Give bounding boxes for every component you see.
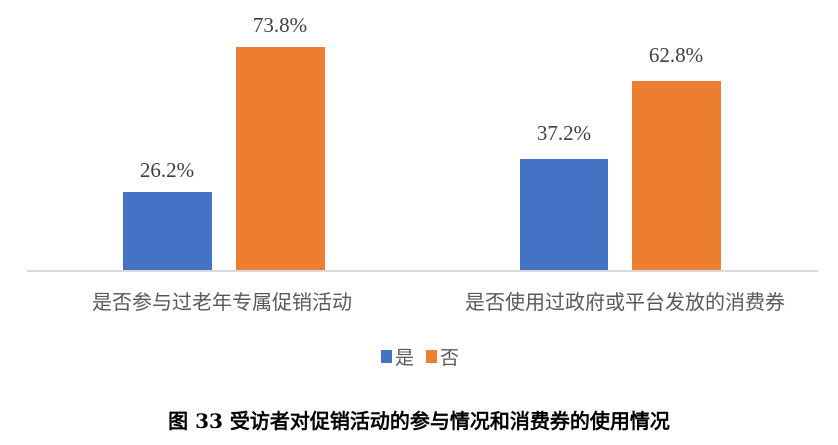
figure-caption: 图 33 受访者对促销活动的参与情况和消费券的使用情况 (168, 409, 670, 433)
bar-cat1-no (236, 47, 325, 270)
label-cat2-yes: 37.2% (536, 121, 592, 145)
bar-cat2-no (632, 81, 721, 270)
legend-item-no: 否 (420, 343, 459, 370)
legend-label-yes: 是 (394, 347, 414, 369)
legend-label-no: 否 (440, 347, 460, 369)
label-cat1-yes: 26.2% (139, 158, 195, 182)
label-cat1-no: 73.8% (252, 13, 308, 37)
bar-cat2-yes (520, 159, 608, 270)
x-axis-line (27, 270, 818, 272)
legend: 是 否 (0, 343, 838, 370)
legend-swatch-no (426, 350, 438, 363)
legend-swatch-yes (380, 350, 392, 363)
category-label-1: 是否参与过老年专属促销活动 (92, 290, 352, 314)
legend-item-yes: 是 (379, 343, 414, 370)
bar-cat1-yes (123, 192, 212, 270)
label-cat2-no: 62.8% (648, 43, 704, 67)
category-label-2: 是否使用过政府或平台发放的消费券 (465, 290, 785, 314)
